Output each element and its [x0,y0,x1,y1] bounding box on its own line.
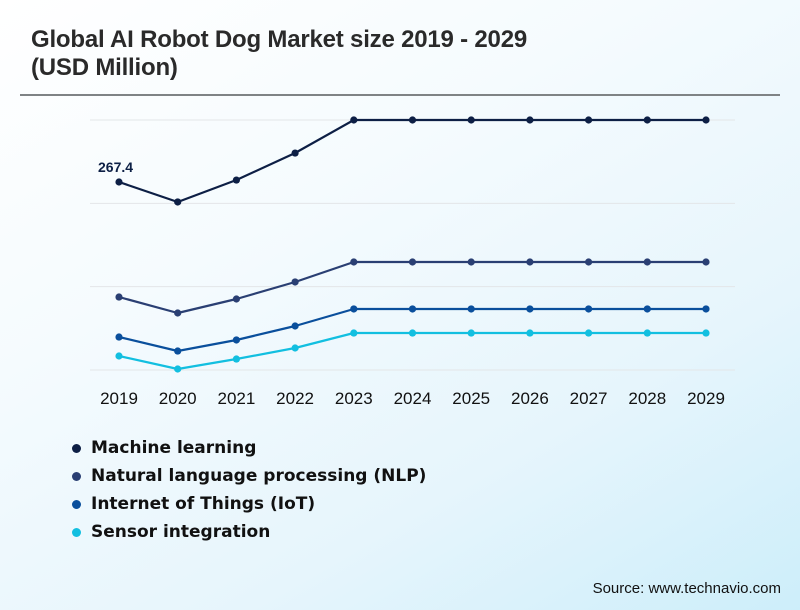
data-point [526,116,534,124]
data-point [467,116,475,124]
data-point [232,336,240,344]
data-point [526,329,534,337]
data-point [408,116,417,124]
data-point [174,309,182,317]
chart-title-line2: (USD Million) [31,54,178,81]
x-tick-label: 2026 [511,389,549,408]
data-point [115,333,123,341]
legend-label: Machine learning [91,438,257,458]
series-1 [115,258,710,317]
series-lines [115,116,710,373]
legend-item: Sensor integration [72,518,426,546]
data-point [232,295,240,303]
data-point [643,258,651,266]
chart-title: Global AI Robot Dog Market size 2019 - 2… [31,26,527,82]
x-tick-label: 2025 [452,389,490,408]
data-point [350,305,358,313]
data-point [291,344,299,352]
line-chart: 267.4 2019 2020 2021 2022 2023 2024 2025 2026 20… [90,116,735,408]
series-line [118,118,706,204]
legend-item: Internet of Things (IoT) [72,490,426,518]
data-label: 267.4 [98,159,133,175]
title-divider [20,94,780,96]
x-tick-label: 2024 [394,389,432,408]
data-point [585,329,593,337]
legend-label: Internet of Things (IoT) [91,494,316,514]
data-point [643,305,651,313]
data-point [408,258,417,266]
data-point [467,258,475,266]
data-point [585,305,593,313]
legend-marker-icon [72,471,81,481]
data-point [115,178,123,186]
legend-label: Sensor integration [91,522,271,542]
x-axis-tick-labels: 2019 2020 2021 2022 2023 2024 2025 2026 2027 2028… [100,389,725,408]
series-3 [115,329,710,373]
data-point [408,329,417,337]
data-point [526,305,534,313]
data-point [350,329,358,337]
data-point [174,365,182,373]
data-point [408,305,417,313]
x-tick-label: 2021 [217,389,255,408]
data-point [702,258,710,266]
data-point [643,329,651,337]
series-0 [115,116,710,206]
data-point [232,355,240,363]
x-tick-label: 2023 [335,389,373,408]
x-tick-label: 2022 [276,389,314,408]
data-point [350,116,358,124]
legend-marker-icon [72,443,81,453]
data-point [174,198,182,206]
source-note: Source: www.technavio.com [592,580,781,597]
x-tick-label: 2028 [628,389,666,408]
data-point [174,347,182,355]
x-tick-label: 2019 [100,389,138,408]
data-point [291,149,299,157]
data-point [115,293,123,301]
legend-marker-icon [72,499,81,509]
data-point [467,329,475,337]
x-tick-label: 2029 [687,389,725,408]
legend: Machine learning Natural language process… [72,434,426,546]
data-point [585,258,593,266]
data-point [585,116,593,124]
series-line [118,331,706,371]
data-point [526,258,534,266]
data-labels: 267.4 [98,159,133,175]
legend-item: Natural language processing (NLP) [72,462,426,490]
data-point [702,116,710,124]
series-line [118,260,706,315]
data-point [115,352,123,360]
x-tick-label: 2027 [570,389,608,408]
x-tick-label: 2020 [159,389,197,408]
data-point [467,305,475,313]
chart-title-line1: Global AI Robot Dog Market size 2019 - 2… [31,26,527,53]
data-point [232,176,240,184]
legend-marker-icon [72,527,81,537]
data-point [643,116,651,124]
data-point [291,322,299,330]
data-point [350,258,358,266]
data-point [702,329,710,337]
data-point [291,278,299,286]
legend-label: Natural language processing (NLP) [91,466,427,486]
data-point [702,305,710,313]
legend-item: Machine learning [72,434,426,462]
series-2 [115,305,710,355]
